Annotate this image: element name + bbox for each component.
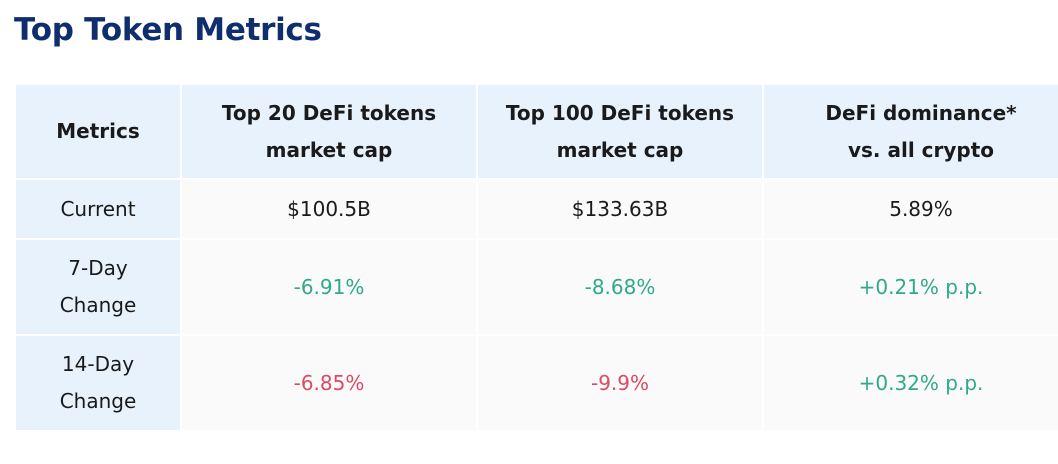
row-label-14day: 14-Day Change bbox=[16, 336, 180, 430]
cell-top20-14day: -6.85% bbox=[182, 336, 476, 430]
row-label-line: Change bbox=[59, 293, 137, 317]
token-metrics-table: Metrics Top 20 DeFi tokens market cap To… bbox=[14, 83, 1058, 432]
row-label-line: 14-Day bbox=[61, 352, 135, 376]
row-label-current: Current bbox=[16, 180, 180, 238]
cell-top100-7day: -8.68% bbox=[478, 240, 762, 334]
header-top20-market-cap: Top 20 DeFi tokens market cap bbox=[182, 85, 476, 178]
header-defi-dominance: DeFi dominance* vs. all crypto bbox=[764, 85, 1058, 178]
cell-top100-current: $133.63B bbox=[478, 180, 762, 238]
row-label-line: Current bbox=[60, 196, 136, 221]
header-line: market cap bbox=[265, 137, 393, 162]
header-line: market cap bbox=[556, 137, 684, 162]
header-line: Top 20 DeFi tokens bbox=[221, 100, 437, 125]
cell-top20-7day: -6.91% bbox=[182, 240, 476, 334]
header-metrics: Metrics bbox=[16, 85, 180, 178]
header-line: DeFi dominance* bbox=[825, 100, 1017, 125]
cell-top100-14day: -9.9% bbox=[478, 336, 762, 430]
table-header-row: Metrics Top 20 DeFi tokens market cap To… bbox=[16, 85, 1058, 178]
page-title: Top Token Metrics bbox=[14, 12, 322, 48]
cell-dominance-7day: +0.21% p.p. bbox=[764, 240, 1058, 334]
cell-dominance-current: 5.89% bbox=[764, 180, 1058, 238]
table-row: 7-Day Change -6.91% -8.68% +0.21% p.p. bbox=[16, 240, 1058, 334]
header-line: vs. all crypto bbox=[847, 137, 995, 162]
header-top100-market-cap: Top 100 DeFi tokens market cap bbox=[478, 85, 762, 178]
row-label-line: 7-Day bbox=[68, 256, 128, 280]
table-row: Current $100.5B $133.63B 5.89% bbox=[16, 180, 1058, 238]
cell-top20-current: $100.5B bbox=[182, 180, 476, 238]
table-row: 14-Day Change -6.85% -9.9% +0.32% p.p. bbox=[16, 336, 1058, 430]
row-label-7day: 7-Day Change bbox=[16, 240, 180, 334]
row-label-line: Change bbox=[59, 389, 137, 413]
cell-dominance-14day: +0.32% p.p. bbox=[764, 336, 1058, 430]
header-line: Top 100 DeFi tokens bbox=[505, 100, 735, 125]
